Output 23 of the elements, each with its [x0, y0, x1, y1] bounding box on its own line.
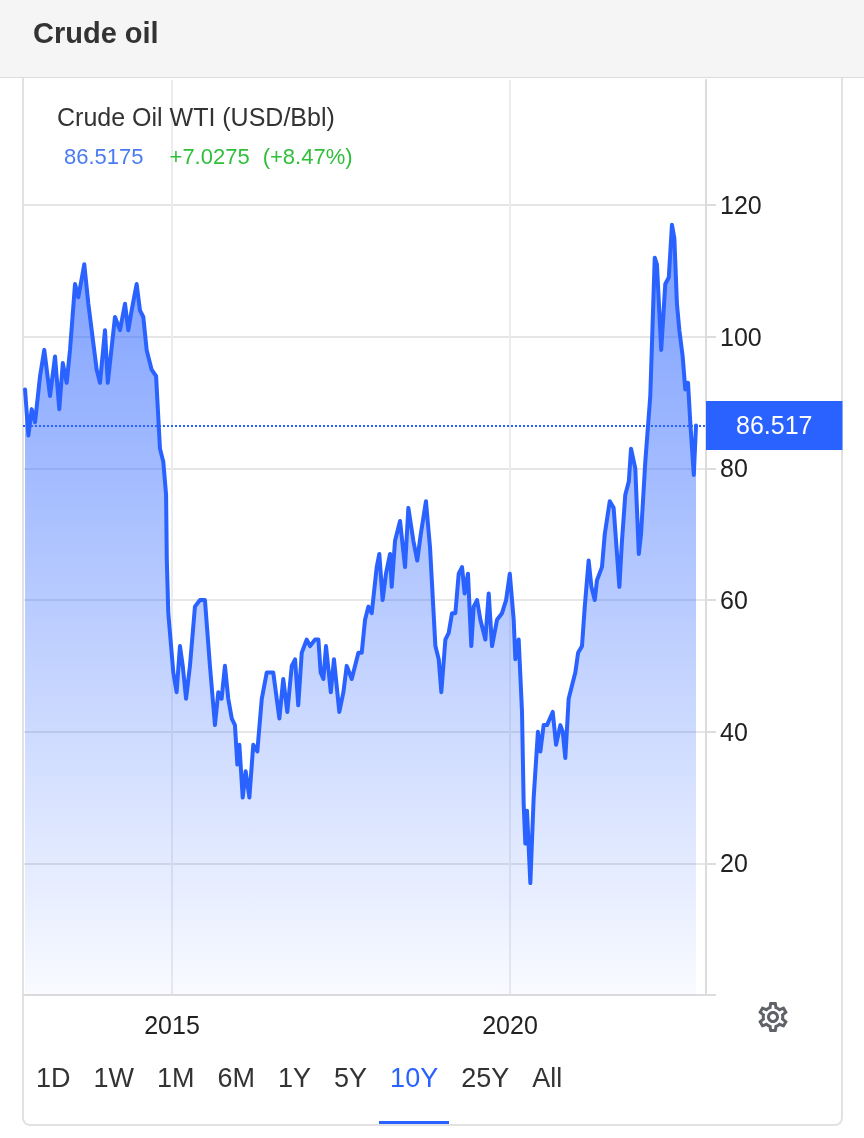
x-tick-label: 2020: [482, 1010, 538, 1039]
text: 5Y: [334, 1063, 368, 1093]
text: 1Y: [278, 1063, 312, 1093]
y-tick-label: 100: [720, 322, 762, 351]
chart-title: Crude oil: [33, 17, 159, 49]
y-tick-label: 120: [720, 191, 762, 220]
ref-line-label: 86.517: [736, 411, 813, 440]
y-tick-label: 20: [720, 849, 748, 878]
annotation: (+8.47%): [262, 144, 353, 170]
text: 1D: [36, 1063, 71, 1093]
text: Crude Oil WTI (USD/Bbl): [57, 103, 335, 131]
annotation: +7.0275: [169, 144, 250, 170]
annotation: 86.5175: [64, 144, 144, 170]
x-tick-label: 2015: [144, 1010, 200, 1039]
y-tick-label: 80: [720, 454, 748, 483]
text: 6M: [217, 1063, 256, 1093]
text: 25Y: [461, 1063, 510, 1093]
text: 1W: [93, 1063, 135, 1093]
text: 1M: [157, 1063, 195, 1093]
y-tick-label: 40: [720, 717, 748, 746]
y-tick-label: 60: [720, 586, 748, 615]
text: 10Y: [390, 1063, 439, 1093]
text: All: [532, 1063, 563, 1093]
